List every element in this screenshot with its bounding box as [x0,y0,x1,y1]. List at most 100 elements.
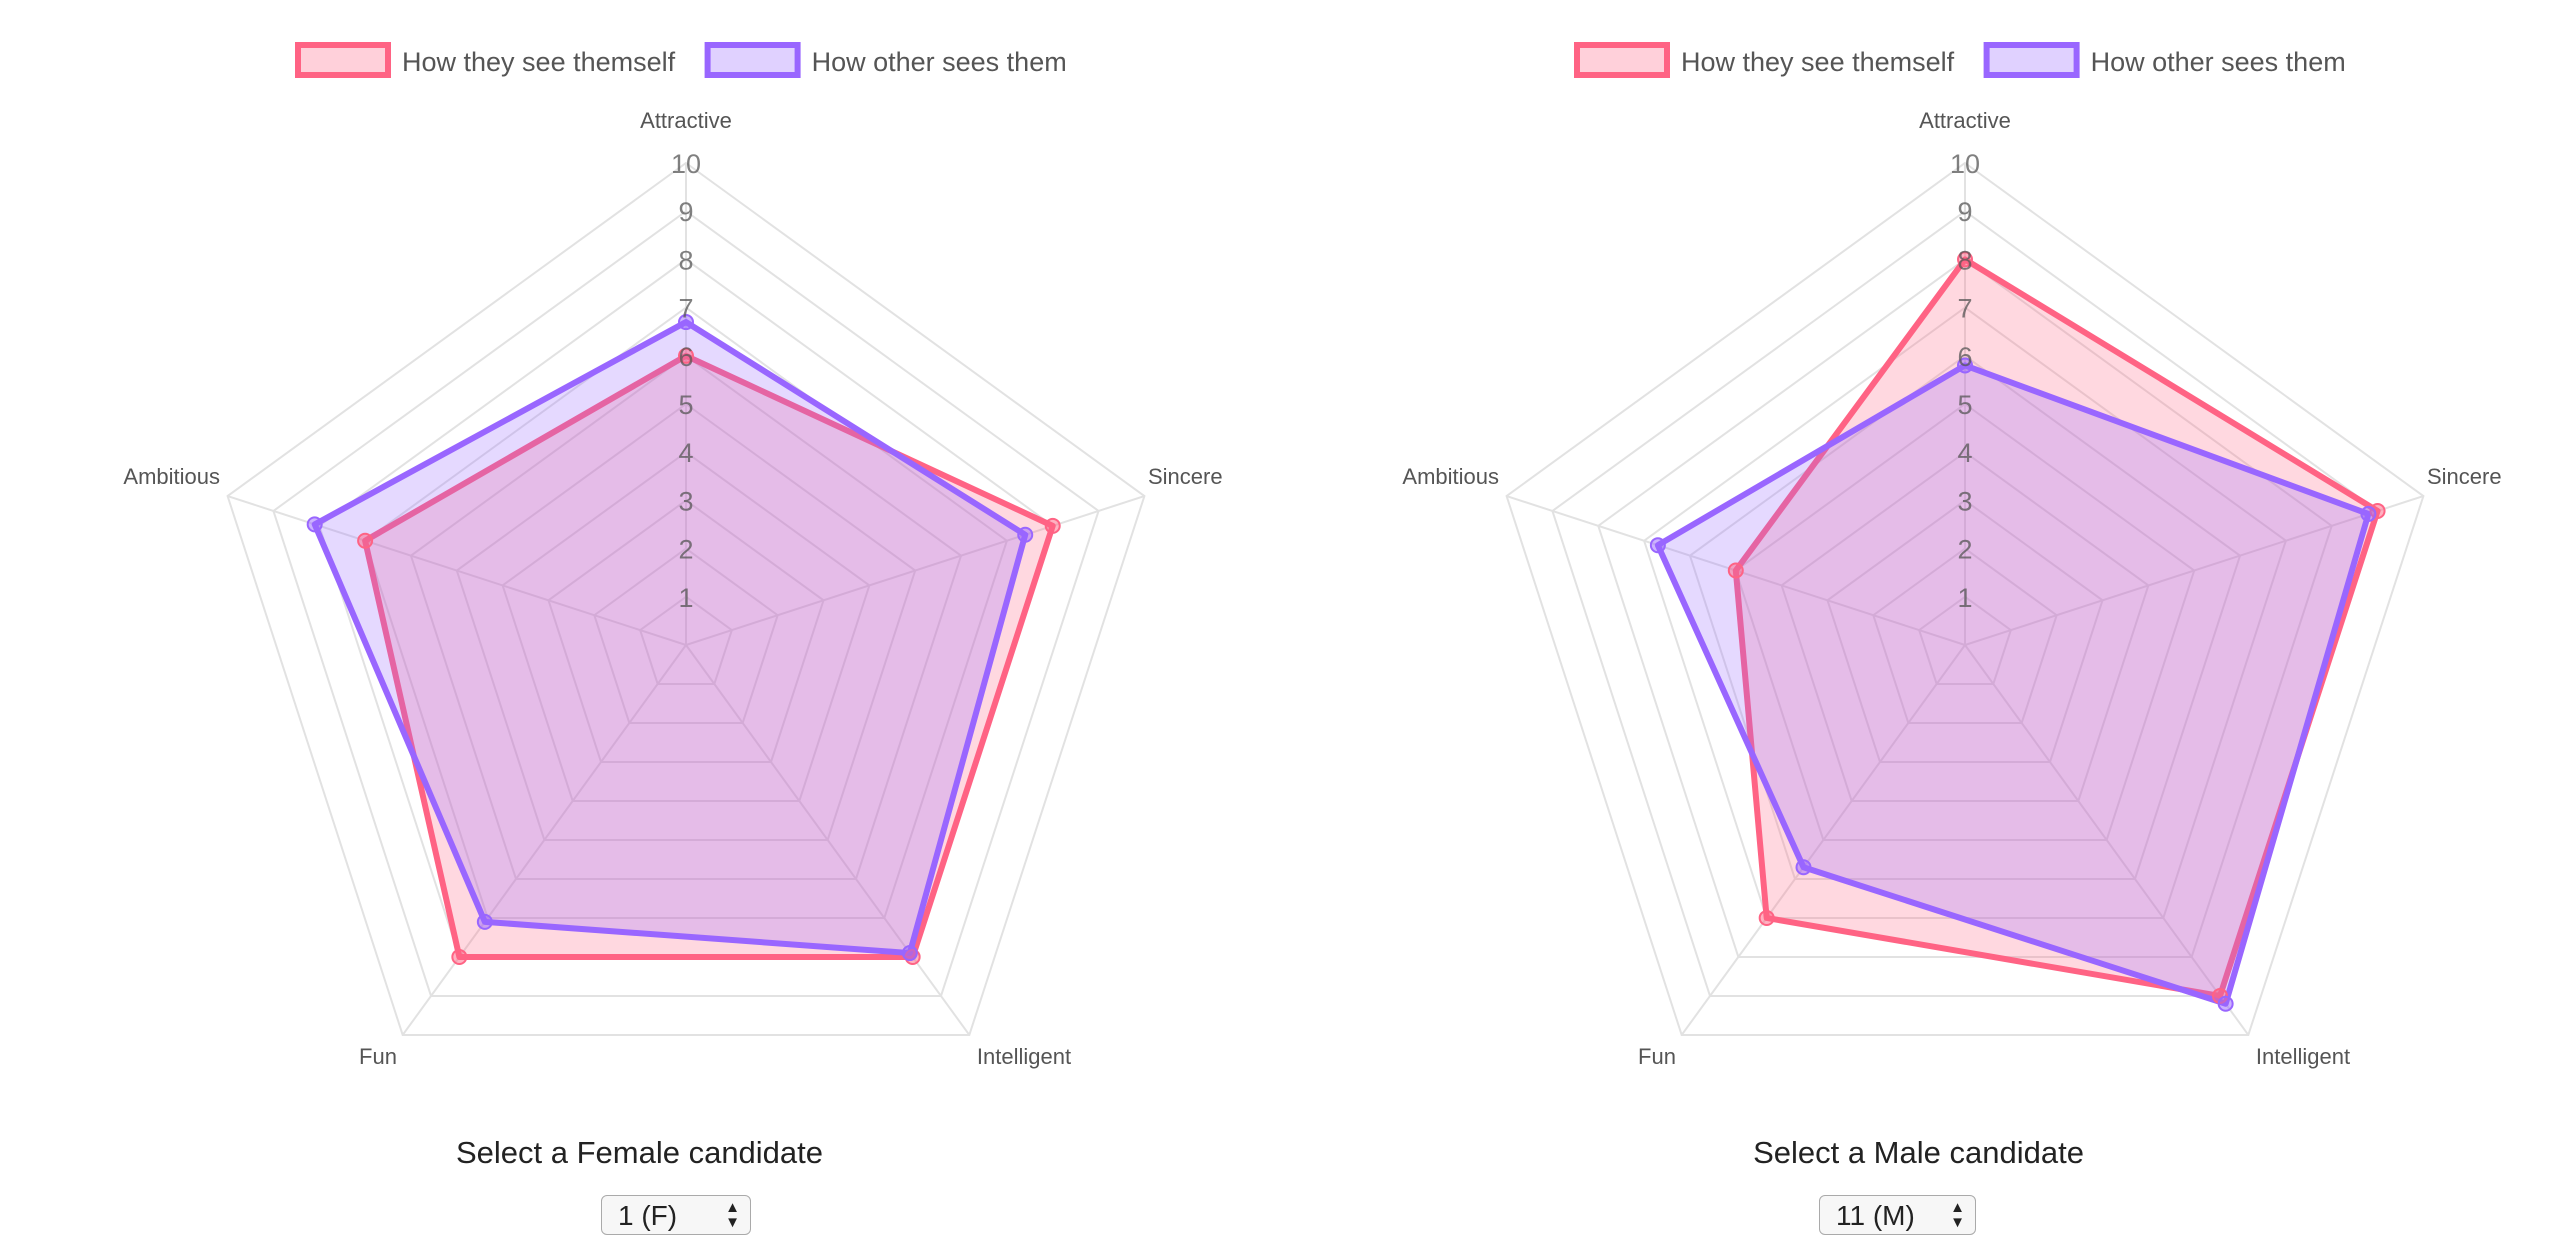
female-candidate-select[interactable]: 1 (F) ▲ ▼ [601,1195,751,1235]
arrow-down-icon: ▼ [725,1214,740,1231]
data-point[interactable] [357,532,374,549]
legend-item[interactable]: How they see themself [1574,42,1955,78]
data-point[interactable] [476,913,493,930]
series-1 [311,319,1029,957]
tick-label: 8 [1957,245,1972,275]
grid-ring [1826,499,2104,763]
chart-legend[interactable]: How they see themself How other sees them [1574,42,2346,78]
series-area [311,319,1029,957]
grid-ring [409,354,963,880]
axis-labels: Attractive Sincere Intelligent Fun Ambitious [123,108,1222,1069]
select-arrows-icon: ▲ ▼ [1950,1200,1965,1230]
legend-label: How other sees them [812,47,1067,77]
series-area [362,352,1056,960]
grid-ring [455,402,917,841]
tick-label: 9 [678,197,693,227]
grid-spoke [1680,644,1966,1036]
axis-label: Ambitious [123,464,220,489]
data-point[interactable] [2217,995,2234,1012]
tick-label: 4 [1957,438,1972,468]
legend-swatch [1574,42,1670,78]
tick-label: 3 [678,486,693,516]
grid-ring [593,547,779,724]
grid-spoke [227,495,687,646]
tick-label: 4 [678,438,693,468]
grid-ring [547,499,825,763]
series-points-0 [1727,251,2386,1004]
arrow-up-icon: ▲ [1950,1199,1965,1216]
male-candidate-select[interactable]: 11 (M) ▲ ▼ [1819,1195,1976,1235]
tick-label: 10 [671,149,701,179]
tick-label: 2 [1957,535,1972,565]
data-point[interactable] [1957,357,1973,374]
axis-label: Intelligent [977,1044,1071,1069]
tick-label: 7 [678,294,693,324]
axis-label: Fun [359,1044,397,1069]
tick-label: 7 [1957,294,1972,324]
data-point[interactable] [2360,505,2377,522]
series-points-1 [1649,357,2377,1012]
data-point[interactable] [1795,859,1812,876]
radial-ticks: 1 2 3 4 5 6 7 8 9 10 [1950,149,1980,613]
data-point[interactable] [1649,537,1666,554]
grid-spoke [401,644,687,1036]
data-point[interactable] [1758,909,1775,926]
legend-item[interactable]: How other sees them [1983,42,2346,78]
axis-label: Intelligent [2256,1044,2350,1069]
legend-label: How they see themself [1681,47,1955,77]
legend-swatch [704,42,801,78]
arrow-down-icon: ▼ [1950,1214,1965,1231]
grid-ring [226,161,1146,1036]
radar-grid [226,161,1146,1036]
series-1 [1654,362,2372,1007]
grid-ring [1734,402,2196,841]
legend-swatch [1983,42,2080,78]
grid-ring [1872,547,2058,724]
grid-ring [638,595,734,685]
series-area [1732,256,2381,999]
series-0 [1732,256,2381,999]
axis-label: Sincere [1148,464,1223,489]
axis-labels: Attractive Sincere Intelligent Fun Ambitious [1402,108,2501,1069]
tick-label: 1 [1957,583,1972,613]
male-radar-chart: How they see themself How other sees them… [1402,42,2502,1069]
grid-ring [501,450,871,802]
legend-item[interactable]: How other sees them [704,42,1067,78]
grid-spoke [1964,495,2424,646]
grid-ring [272,209,1100,997]
data-point[interactable] [1957,251,1973,268]
tick-label: 10 [1950,149,1980,179]
grid-ring [1505,161,2425,1036]
axis-label: Fun [1638,1044,1676,1069]
grid-ring [1917,595,2013,685]
legend-label: How they see themself [402,47,676,77]
data-point[interactable] [678,314,694,331]
grid-ring [1597,258,2333,958]
female-select-label: Select a Female candidate [455,1135,824,1170]
male-select-value: 11 (M) [1836,1200,1915,1231]
grid-spoke [1964,644,2250,1036]
chart-legend[interactable]: How they see themself How other sees them [295,42,1067,78]
select-arrows-icon: ▲ ▼ [725,1200,740,1230]
series-area [1654,362,2372,1007]
axis-label: Attractive [1919,108,2011,133]
axis-label: Attractive [640,108,732,133]
data-point[interactable] [901,945,918,962]
data-point[interactable] [1727,562,1744,579]
tick-label: 5 [1957,390,1972,420]
data-point[interactable] [1017,526,1034,543]
female-select-value: 1 (F) [618,1200,678,1231]
tick-label: 6 [678,342,693,372]
data-point[interactable] [451,948,468,965]
data-point[interactable] [306,516,323,533]
tick-label: 2 [678,535,693,565]
data-point[interactable] [1044,517,1061,534]
series-points-1 [306,314,1034,962]
data-point[interactable] [678,347,694,364]
female-radar-panel: How they see themself How other sees them… [123,42,1223,1235]
series-0 [362,352,1056,960]
grid-spoke [685,644,971,1036]
axis-label: Ambitious [1402,464,1499,489]
legend-item[interactable]: How they see themself [295,42,676,78]
tick-label: 3 [1957,486,1972,516]
